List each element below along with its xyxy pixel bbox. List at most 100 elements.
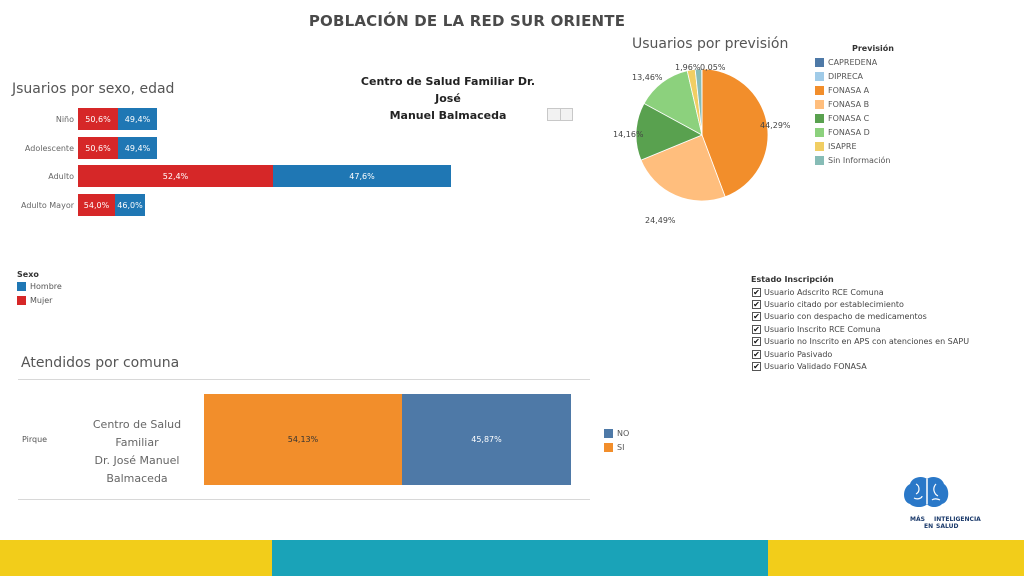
pie-slice-fonasa-c[interactable] <box>635 102 703 161</box>
legend-item-capredena[interactable]: CAPREDENA <box>815 55 890 69</box>
logo-text-salud: SALUD <box>936 523 959 530</box>
logo-text-inteligencia: INTELIGENCIA <box>934 516 981 523</box>
center-name-line2: Manuel Balmaceda <box>389 109 507 122</box>
pie-label-capredena: 0,05% <box>700 63 726 72</box>
sex-legend-title: Sexo <box>17 270 39 279</box>
legend-item-si[interactable]: SI <box>604 440 629 454</box>
estado-item-validado[interactable]: ✔ Usuario Validado FONASA <box>752 360 969 372</box>
legend-item-isapre[interactable]: ISAPRE <box>815 139 890 153</box>
pie-label-fonasa-c: 14,16% <box>613 130 644 139</box>
legend-item-no[interactable]: NO <box>604 426 629 440</box>
sex-age-title: Jsuarios por sexo, edad <box>12 81 175 97</box>
estado-item-inscrito[interactable]: ✔ Usuario Inscrito RCE Comuna <box>752 323 969 335</box>
mujer-swatch <box>17 295 26 305</box>
atendidos-legend: NO SI <box>604 426 629 454</box>
view-toggle[interactable] <box>547 108 573 121</box>
legend-item-fonasa-c[interactable]: FONASA C <box>815 111 890 125</box>
checkbox-checked-icon[interactable]: ✔ <box>752 287 761 297</box>
cesfam-label-line1: Centro de Salud Familiar <box>92 418 182 449</box>
dipreca-swatch <box>815 71 824 81</box>
cesfam-label-line2: Dr. José Manuel <box>94 454 180 467</box>
bar-hombre-nino[interactable]: 49,4% <box>118 108 157 130</box>
atendidos-bottom-divider <box>18 499 590 500</box>
atendidos-top-divider <box>18 379 590 380</box>
legend-label-isapre: ISAPRE <box>828 141 857 151</box>
checkbox-checked-icon[interactable]: ✔ <box>752 362 761 372</box>
fonasa-c-swatch <box>815 113 824 123</box>
legend-label-si: SI <box>617 442 625 452</box>
checkbox-checked-icon[interactable]: ✔ <box>752 312 761 322</box>
estado-item-despacho[interactable]: ✔ Usuario con despacho de medicamentos <box>752 311 969 323</box>
prevision-pie-chart <box>635 68 769 202</box>
estado-item-pasivado[interactable]: ✔ Usuario Pasivado <box>752 348 969 360</box>
age-label-adulto-mayor: Adulto Mayor <box>21 201 74 210</box>
bar-mujer-adolescente[interactable]: 50,6% <box>78 137 118 159</box>
prevision-title: Usuarios por previsión <box>632 36 789 52</box>
atendidos-bar-si[interactable]: 54,13% <box>204 394 402 485</box>
atendidos-title: Atendidos por comuna <box>21 355 180 371</box>
checkbox-checked-icon[interactable]: ✔ <box>752 337 761 347</box>
legend-label-dipreca: DIPRECA <box>828 71 864 81</box>
checkbox-checked-icon[interactable]: ✔ <box>752 300 761 310</box>
legend-item-fonasa-a[interactable]: FONASA A <box>815 83 890 97</box>
estado-label: Usuario Inscrito RCE Comuna <box>764 324 881 334</box>
atendidos-bar-no[interactable]: 45,87% <box>402 394 571 485</box>
logo-text-mas: MÁS <box>910 516 925 523</box>
no-swatch <box>604 428 613 438</box>
age-label-nino: Niño <box>55 115 74 124</box>
bar-hombre-adulto[interactable]: 47,6% <box>273 165 451 187</box>
legend-label-fonasa-c: FONASA C <box>828 113 870 123</box>
legend-label-capredena: CAPREDENA <box>828 57 878 67</box>
legend-label-no: NO <box>617 428 630 438</box>
pie-slice-fonasa-d[interactable] <box>643 70 703 136</box>
estado-item-no-inscrito[interactable]: ✔ Usuario no Inscrito en APS con atencion… <box>752 336 969 348</box>
bar-hombre-adulto-mayor[interactable]: 46,0% <box>115 194 145 216</box>
legend-item-hombre[interactable]: Hombre <box>17 279 62 293</box>
comuna-label: Pirque <box>22 435 48 444</box>
estado-item-citado[interactable]: ✔ Usuario citado por establecimiento <box>752 298 969 310</box>
sex-legend: Sexo Hombre Mujer <box>17 270 62 307</box>
legend-item-mujer[interactable]: Mujer <box>17 293 62 307</box>
legend-label-fonasa-a: FONASA A <box>828 85 870 95</box>
footer-stripe-yellow-right <box>768 540 1024 576</box>
legend-label-mujer: Mujer <box>30 295 53 305</box>
age-label-adolescente: Adolescente <box>24 144 74 153</box>
estado-label: Usuario citado por establecimiento <box>764 300 904 310</box>
bar-mujer-adulto-mayor[interactable]: 54,0% <box>78 194 115 216</box>
footer-stripe-teal <box>272 540 768 576</box>
legend-item-dipreca[interactable]: DIPRECA <box>815 69 890 83</box>
hombre-swatch <box>17 281 26 291</box>
estado-label: Usuario Validado FONASA <box>764 362 867 372</box>
bar-hombre-adolescente[interactable]: 49,4% <box>118 137 157 159</box>
estado-label: Usuario Pasivado <box>764 349 833 359</box>
cesfam-label: Centro de Salud Familiar Dr. José Manuel… <box>72 416 202 488</box>
bar-mujer-adulto[interactable]: 52,4% <box>78 165 273 187</box>
fonasa-b-swatch <box>815 99 824 109</box>
fonasa-d-swatch <box>815 127 824 137</box>
legend-item-sin-informacion[interactable]: Sin Información <box>815 153 890 167</box>
legend-label-sin-informacion: Sin Información <box>828 155 891 165</box>
pie-slice-fonasa-a[interactable] <box>701 68 769 198</box>
bar-mujer-nino[interactable]: 50,6% <box>78 108 118 130</box>
pie-label-fonasa-b: 24,49% <box>645 216 676 225</box>
checkbox-checked-icon[interactable]: ✔ <box>752 349 761 359</box>
si-swatch <box>604 442 613 452</box>
page-title: POBLACIÓN DE LA RED SUR ORIENTE <box>308 12 626 30</box>
checkbox-checked-icon[interactable]: ✔ <box>752 324 761 334</box>
legend-label-hombre: Hombre <box>30 281 62 291</box>
legend-item-fonasa-d[interactable]: FONASA D <box>815 125 890 139</box>
footer-stripe-yellow-left <box>0 540 272 576</box>
brain-icon <box>904 476 949 507</box>
capredena-swatch <box>815 57 824 67</box>
fonasa-a-swatch <box>815 85 824 95</box>
prevision-legend-title: Previsión <box>852 44 894 53</box>
sin-informacion-swatch <box>815 155 824 165</box>
legend-item-fonasa-b[interactable]: FONASA B <box>815 97 890 111</box>
mas-inteligencia-logo: MÁS INTELIGENCIA EN SALUD <box>898 474 988 532</box>
estado-label: Usuario Adscrito RCE Comuna <box>764 287 884 297</box>
estado-filter-list: ✔ Usuario Adscrito RCE Comuna ✔ Usuario ci… <box>752 286 969 373</box>
estado-item-adscrito[interactable]: ✔ Usuario Adscrito RCE Comuna <box>752 286 969 298</box>
pie-label-isapre: 1,96% <box>675 63 701 72</box>
pie-label-fonasa-d: 13,46% <box>632 73 663 82</box>
center-name: Centro de Salud Familiar Dr. José Manuel… <box>352 73 544 124</box>
